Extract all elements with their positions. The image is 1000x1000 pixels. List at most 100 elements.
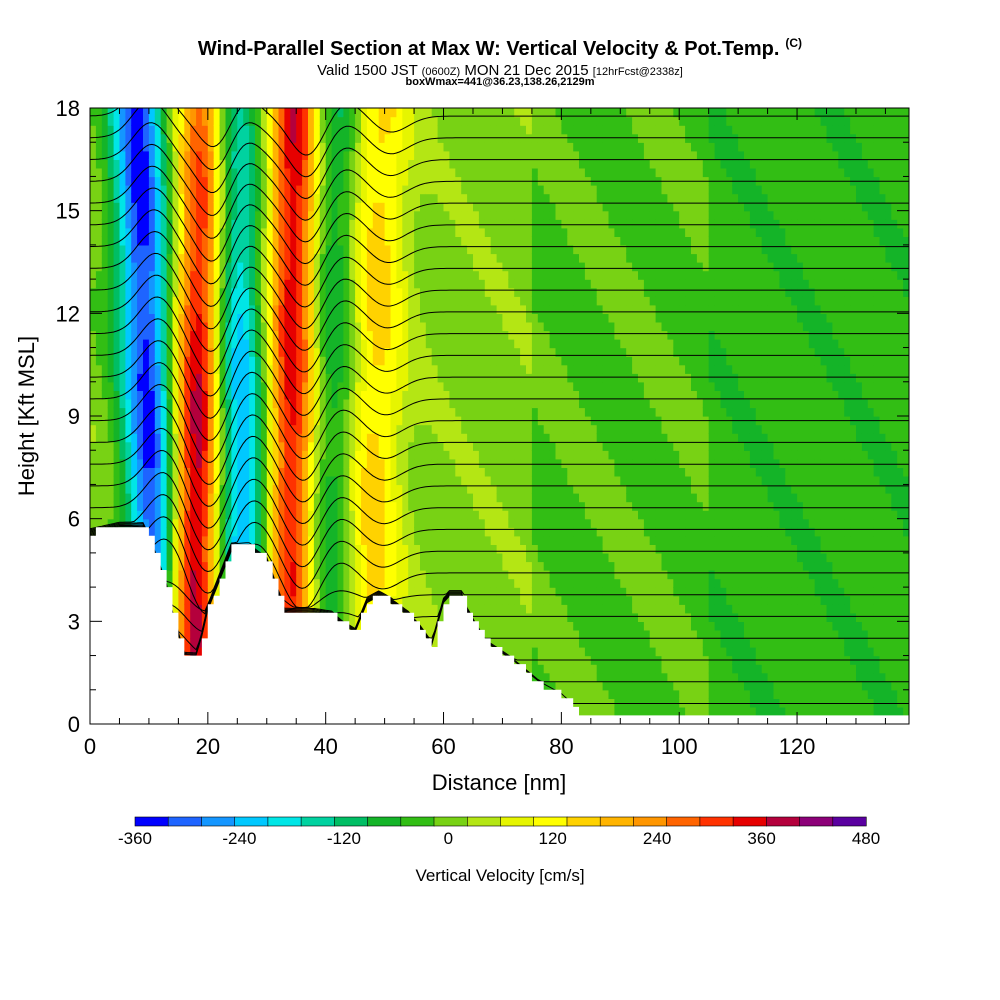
w-cell <box>396 381 403 391</box>
w-cell <box>378 467 386 477</box>
w-cell <box>243 493 250 503</box>
w-cell <box>467 475 474 486</box>
w-cell <box>319 108 327 118</box>
w-cell <box>143 347 150 357</box>
w-cell <box>190 185 197 195</box>
w-cell <box>148 373 156 383</box>
w-cell <box>361 108 368 118</box>
w-cell <box>490 604 498 614</box>
w-cell <box>137 373 144 383</box>
w-cell <box>408 510 415 520</box>
w-cell <box>478 304 486 314</box>
w-cell <box>125 313 132 323</box>
w-cell <box>325 210 333 220</box>
w-cell <box>101 450 109 460</box>
w-cell <box>484 578 492 588</box>
w-cell <box>396 475 403 486</box>
w-cell <box>178 313 185 323</box>
w-cell <box>467 287 474 297</box>
w-cell <box>113 287 121 297</box>
w-cell <box>266 185 274 195</box>
w-cell <box>461 552 468 563</box>
w-cell <box>219 450 227 460</box>
w-cell <box>172 578 179 588</box>
w-cell <box>160 364 168 374</box>
w-cell <box>201 347 209 357</box>
w-cell <box>490 493 498 503</box>
w-cell <box>119 150 126 160</box>
w-cell <box>290 518 297 528</box>
w-cell <box>95 116 103 126</box>
w-cell <box>384 416 392 426</box>
w-cell <box>184 279 191 289</box>
w-cell <box>467 304 474 314</box>
w-cell <box>343 330 350 340</box>
w-cell <box>137 364 144 374</box>
w-cell <box>178 176 185 186</box>
w-cell <box>396 416 403 426</box>
w-cell <box>272 390 280 400</box>
w-cell <box>243 116 250 126</box>
w-cell <box>337 450 344 460</box>
w-cell <box>402 193 409 203</box>
w-cell <box>278 381 285 391</box>
w-cell <box>119 210 126 220</box>
w-cell <box>95 279 103 289</box>
w-cell <box>467 493 474 503</box>
w-cell <box>420 142 427 152</box>
w-cell <box>237 133 244 143</box>
w-cell <box>378 356 386 366</box>
w-cell <box>266 518 274 528</box>
w-cell <box>160 236 168 246</box>
w-cell <box>408 544 415 554</box>
w-cell <box>425 356 433 366</box>
w-cell <box>125 390 132 400</box>
w-cell <box>172 493 179 503</box>
w-cell <box>319 467 327 477</box>
w-cell <box>225 398 232 409</box>
w-cell <box>272 202 280 212</box>
w-cell <box>384 587 392 597</box>
w-cell <box>449 202 456 212</box>
w-cell <box>425 578 433 588</box>
w-cell <box>431 390 439 400</box>
w-cell <box>231 142 238 152</box>
w-cell <box>337 227 344 237</box>
w-cell <box>237 433 244 443</box>
w-cell <box>172 364 179 374</box>
w-cell <box>425 279 433 289</box>
w-cell <box>455 304 462 314</box>
w-cell <box>484 629 492 640</box>
w-cell <box>201 150 209 160</box>
w-cell <box>366 578 374 588</box>
w-cell <box>137 416 144 426</box>
w-cell <box>390 356 397 366</box>
w-cell <box>331 484 339 494</box>
w-cell <box>431 236 439 246</box>
w-cell <box>337 176 344 186</box>
w-cell <box>484 244 492 255</box>
w-cell <box>420 125 427 135</box>
w-cell <box>290 450 297 460</box>
w-cell <box>237 424 244 434</box>
w-cell <box>461 484 468 494</box>
w-cell <box>484 552 492 563</box>
w-cell <box>196 347 203 357</box>
w-cell <box>484 424 492 434</box>
w-cell <box>143 364 150 374</box>
w-cell <box>178 210 185 220</box>
w-cell <box>484 142 492 152</box>
w-cell <box>449 561 456 571</box>
w-cell <box>213 262 221 272</box>
w-cell <box>302 116 309 126</box>
w-cell <box>331 518 339 528</box>
w-cell <box>319 570 327 580</box>
w-cell <box>249 244 256 255</box>
w-cell <box>402 167 409 178</box>
w-cell <box>473 364 480 374</box>
w-cell <box>278 159 285 169</box>
w-cell <box>213 484 221 494</box>
w-cell <box>272 347 280 357</box>
w-cell <box>484 330 492 340</box>
w-cell <box>478 381 486 391</box>
